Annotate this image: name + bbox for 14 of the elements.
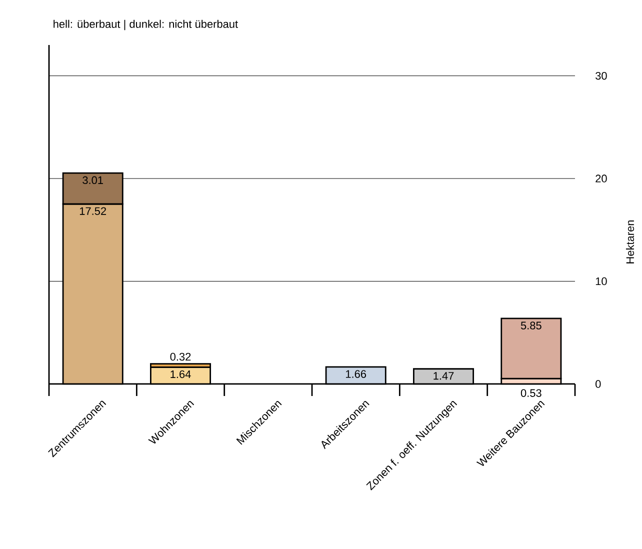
data-label: 1.47 — [434, 372, 454, 380]
chart-title: hell: überbaut | dunkel: nicht überbaut — [54, 20, 238, 30]
y-tick-label: 0 — [596, 380, 601, 388]
data-label: 1.66 — [346, 370, 366, 378]
data-label: 5.85 — [520, 322, 542, 330]
data-label: 0.32 — [170, 352, 191, 361]
data-label: 17.52 — [80, 207, 106, 215]
data-label: 0.53 — [520, 389, 542, 397]
data-label: 1.64 — [170, 370, 191, 378]
y-tick-label: 30 — [596, 72, 607, 80]
y-axis-title: Hektaren — [626, 220, 634, 264]
data-label: 3.01 — [82, 176, 103, 184]
y-tick-label: 20 — [596, 174, 607, 182]
y-tick-label: 10 — [596, 277, 607, 286]
